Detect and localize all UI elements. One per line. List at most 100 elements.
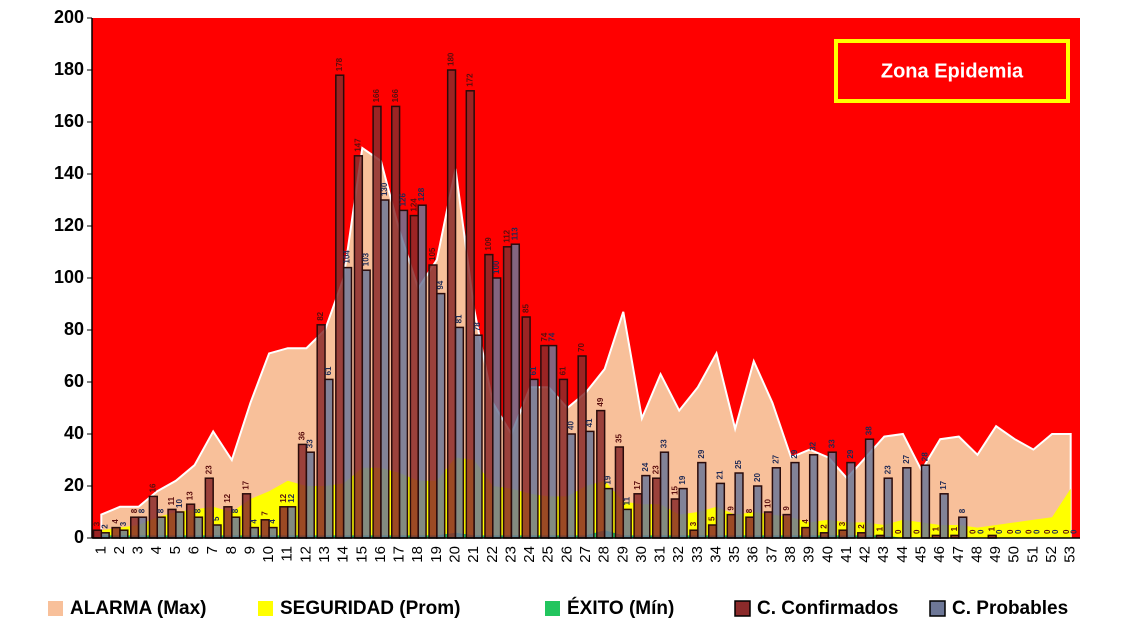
bar <box>763 511 774 539</box>
value-label: 70 <box>577 343 586 352</box>
bar <box>417 204 427 539</box>
value-label: 180 <box>447 52 456 66</box>
bar <box>130 516 140 539</box>
bar <box>268 526 278 539</box>
value-label: 29 <box>846 449 855 458</box>
x-tick-label: 35 <box>726 546 743 563</box>
value-label: 109 <box>484 237 493 251</box>
bar <box>454 326 465 539</box>
value-label: 81 <box>455 314 464 323</box>
value-label: 0 <box>1014 529 1023 534</box>
x-tick-label: 41 <box>838 546 855 563</box>
value-label: 23 <box>652 465 661 474</box>
value-label: 1 <box>875 526 884 531</box>
value-label: 12 <box>287 493 296 502</box>
value-label: 103 <box>361 252 370 266</box>
y-tick-label: 120 <box>54 215 84 235</box>
bar <box>521 316 531 539</box>
bar <box>547 344 558 539</box>
value-label: 1 <box>950 526 959 531</box>
value-label: 17 <box>633 480 642 489</box>
y-tick-label: 40 <box>64 423 84 443</box>
value-label: 0 <box>1070 529 1079 534</box>
legend-swatch <box>929 600 946 617</box>
legend-swatch <box>258 601 273 616</box>
bar <box>745 516 755 539</box>
x-tick-label: 20 <box>446 546 463 563</box>
value-label: 13 <box>186 491 195 500</box>
bar <box>883 477 893 539</box>
value-label: 0 <box>995 529 1004 534</box>
legend-label: C. Probables <box>952 598 1068 619</box>
x-tick-label: 40 <box>819 546 836 563</box>
value-label: 8 <box>130 508 139 513</box>
bar <box>212 524 222 539</box>
bar <box>465 90 475 539</box>
value-label: 85 <box>521 304 530 313</box>
value-label: 2 <box>820 524 829 529</box>
x-tick-label: 12 <box>297 546 314 563</box>
x-tick-label: 10 <box>260 546 277 563</box>
bar <box>771 467 781 539</box>
bar <box>436 292 446 539</box>
value-label: 113 <box>510 227 519 240</box>
value-label: 7 <box>260 511 269 516</box>
value-label: 2 <box>857 524 866 529</box>
value-label: 35 <box>614 434 623 443</box>
y-tick-label: 0 <box>74 527 84 547</box>
value-label: 29 <box>790 449 799 458</box>
value-label: 0 <box>1006 529 1015 534</box>
bar <box>428 264 438 539</box>
bar <box>510 243 521 539</box>
bar <box>305 451 315 539</box>
x-tick-label: 43 <box>875 546 892 563</box>
value-label: 124 <box>409 198 418 212</box>
value-label: 16 <box>148 483 157 492</box>
bar <box>391 105 401 539</box>
value-label: 33 <box>827 439 836 448</box>
bar <box>678 487 688 539</box>
x-tick-label: 45 <box>913 546 930 563</box>
bar <box>156 516 166 539</box>
bar <box>231 516 241 539</box>
value-label: 112 <box>503 229 512 242</box>
legend-label: C. Confirmados <box>757 598 898 619</box>
bar <box>324 378 334 539</box>
x-tick-label: 47 <box>950 546 967 563</box>
bar <box>920 464 931 539</box>
x-tick-label: 4 <box>148 546 165 554</box>
x-tick-label: 51 <box>1024 546 1041 563</box>
x-tick-label: 19 <box>428 546 445 563</box>
bar <box>380 199 390 539</box>
x-tick-label: 30 <box>633 546 650 563</box>
legend: ALARMA (Max) SEGURIDAD (Prom) ÉXITO (Mín) C… <box>48 597 1068 619</box>
value-label: 166 <box>372 89 381 103</box>
value-label: 105 <box>428 247 437 261</box>
value-label: 36 <box>298 431 307 440</box>
bar <box>473 334 483 539</box>
value-label: 21 <box>716 470 725 479</box>
x-tick-label: 38 <box>782 546 799 563</box>
bar <box>204 477 214 539</box>
x-tick-label: 13 <box>316 546 333 563</box>
x-tick-label: 48 <box>968 546 985 563</box>
bar <box>361 269 371 539</box>
bar <box>577 355 587 539</box>
value-label: 178 <box>335 57 344 71</box>
value-label: 104 <box>343 250 352 264</box>
bar <box>790 461 800 539</box>
bar <box>715 482 726 539</box>
value-label: 8 <box>231 508 240 513</box>
bar <box>707 524 718 539</box>
value-label: 128 <box>417 187 426 201</box>
value-label: 4 <box>249 519 258 524</box>
value-label: 0 <box>913 529 922 534</box>
bar <box>596 409 606 539</box>
value-label: 27 <box>902 454 911 463</box>
value-label: 0 <box>1025 529 1034 534</box>
value-label: 4 <box>801 519 810 524</box>
y-tick-label: 180 <box>54 59 84 79</box>
bar <box>249 526 260 539</box>
x-tick-label: 29 <box>614 546 631 563</box>
